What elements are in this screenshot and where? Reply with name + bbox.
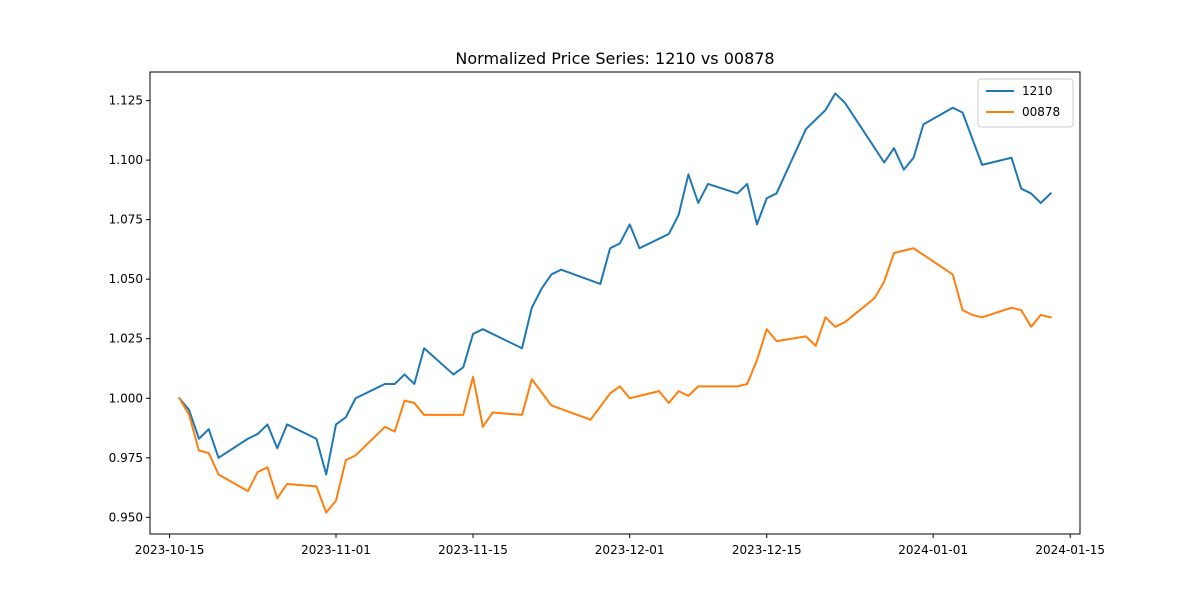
series-line-1210 (177, 92, 1053, 476)
plot-frame (149, 71, 1081, 535)
x-tick-label: 2023-11-01 (301, 543, 371, 557)
x-axis: 2023-10-15 2023-11-01 2023-11-15 2023-12-01… (135, 534, 1105, 557)
x-tick-label: 2023-10-15 (135, 543, 205, 557)
y-tick-label: 0.975 (109, 451, 143, 465)
y-tick-label: 1.025 (109, 332, 143, 346)
x-tick-label: 2024-01-15 (1035, 543, 1105, 557)
x-tick-label: 2023-12-01 (595, 543, 665, 557)
y-tick-label: 0.950 (109, 510, 143, 524)
chart-title: Normalized Price Series: 1210 vs 00878 (455, 49, 774, 68)
legend: 1210 00878 (977, 78, 1074, 128)
series-line-00878 (178, 247, 1052, 514)
legend-label-00878: 00878 (1022, 105, 1060, 119)
y-tick-label: 1.100 (109, 153, 143, 167)
legend-label-1210: 1210 (1022, 84, 1053, 98)
series-layer (177, 92, 1053, 514)
plot-area (149, 71, 1081, 535)
y-tick-label: 1.125 (109, 94, 143, 108)
x-tick-label: 2023-11-15 (438, 543, 508, 557)
x-tick-label: 2023-12-15 (732, 543, 802, 557)
x-tick-label: 2024-01-01 (898, 543, 968, 557)
y-tick-label: 1.000 (109, 391, 143, 405)
y-tick-label: 1.075 (109, 213, 143, 227)
y-tick-label: 1.050 (109, 272, 143, 286)
y-axis: 0.950 0.975 1.000 1.025 1.050 1.075 1.100 1.125 (109, 94, 150, 524)
